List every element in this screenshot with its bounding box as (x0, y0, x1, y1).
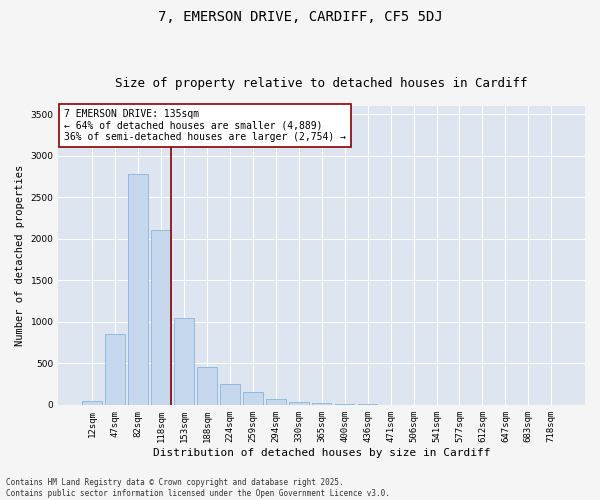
Text: 7, EMERSON DRIVE, CARDIFF, CF5 5DJ: 7, EMERSON DRIVE, CARDIFF, CF5 5DJ (158, 10, 442, 24)
Text: Contains HM Land Registry data © Crown copyright and database right 2025.
Contai: Contains HM Land Registry data © Crown c… (6, 478, 390, 498)
Bar (128, 174, 148, 405)
Bar (106, 334, 125, 405)
Title: Size of property relative to detached houses in Cardiff: Size of property relative to detached ho… (115, 76, 528, 90)
X-axis label: Distribution of detached houses by size in Cardiff: Distribution of detached houses by size … (153, 448, 490, 458)
Bar (197, 366, 217, 405)
Bar (82, 400, 102, 405)
Bar (174, 318, 194, 405)
Bar (151, 230, 171, 405)
Bar (220, 384, 239, 405)
Text: 7 EMERSON DRIVE: 135sqm
← 64% of detached houses are smaller (4,889)
36% of semi: 7 EMERSON DRIVE: 135sqm ← 64% of detache… (64, 109, 346, 142)
Bar (335, 404, 355, 405)
Y-axis label: Number of detached properties: Number of detached properties (15, 165, 25, 346)
Bar (243, 392, 263, 405)
Bar (289, 402, 308, 405)
Bar (312, 403, 331, 405)
Bar (266, 400, 286, 405)
